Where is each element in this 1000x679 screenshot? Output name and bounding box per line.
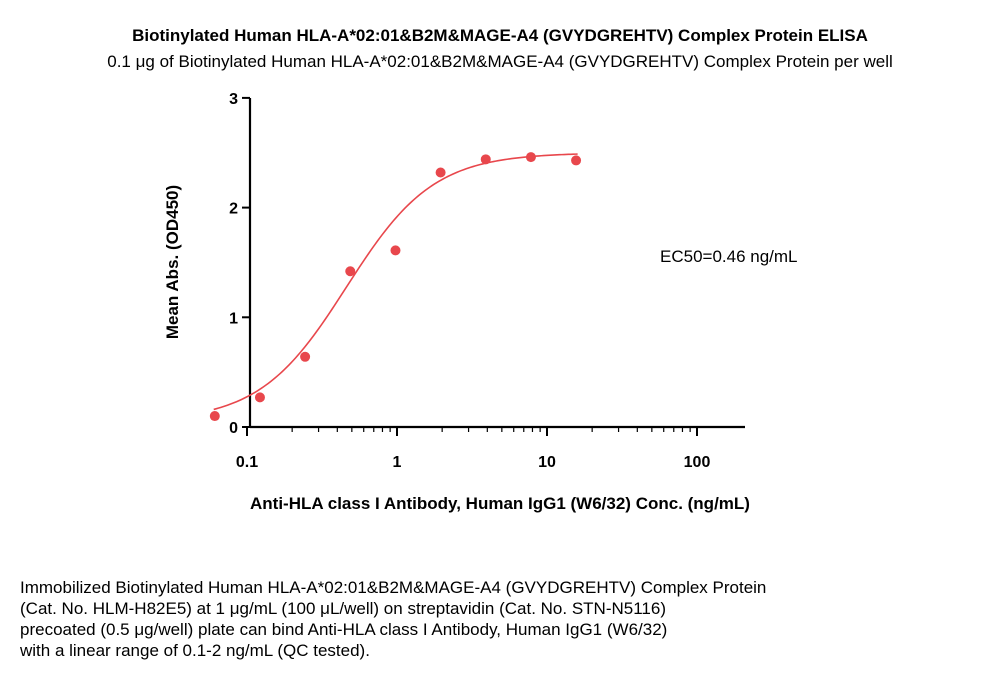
y-tick-label: 3	[229, 91, 238, 108]
data-point	[525, 152, 536, 163]
fit-curve	[213, 153, 578, 411]
data-point	[390, 245, 401, 256]
x-tick-label: 0.1	[236, 454, 258, 471]
x-tick-label: 1	[393, 454, 402, 471]
data-point	[571, 155, 582, 166]
x-tick-label: 10	[538, 454, 556, 471]
caption-line: precoated (0.5 μg/well) plate can bind A…	[20, 620, 668, 639]
axes: 0 1 2 3 0.1 1 10 100	[229, 91, 745, 471]
chart-subtitle: 0.1 μg of Biotinylated Human HLA-A*02:01…	[107, 52, 893, 71]
y-tick-label: 1	[229, 310, 238, 327]
caption-line: with a linear range of 0.1-2 ng/mL (QC t…	[20, 641, 370, 660]
y-axis-label: Mean Abs. (OD450)	[163, 185, 182, 339]
data-point	[209, 411, 220, 422]
y-tick-label: 2	[229, 201, 238, 218]
caption-line: (Cat. No. HLM-H82E5) at 1 μg/mL (100 μL/…	[20, 599, 666, 618]
data-point	[480, 154, 491, 165]
elisa-chart: 0 1 2 3 0.1 1 10 100 Mean Abs. (OD450) Anti-HLA…	[163, 91, 798, 513]
data-point	[345, 266, 356, 277]
data-points	[209, 152, 582, 422]
x-axis-label: Anti-HLA class I Antibody, Human IgG1 (W…	[250, 494, 750, 513]
chart-title: Biotinylated Human HLA-A*02:01&B2M&MAGE-…	[132, 26, 868, 45]
figure-caption: Immobilized Biotinylated Human HLA-A*02:…	[20, 577, 980, 661]
y-tick-label: 0	[229, 420, 238, 437]
x-tick-label: 100	[684, 454, 711, 471]
data-point	[254, 392, 265, 403]
ec50-annotation: EC50=0.46 ng/mL	[660, 247, 798, 266]
data-point	[435, 167, 446, 178]
data-point	[300, 351, 311, 362]
caption-line: Immobilized Biotinylated Human HLA-A*02:…	[20, 578, 767, 597]
